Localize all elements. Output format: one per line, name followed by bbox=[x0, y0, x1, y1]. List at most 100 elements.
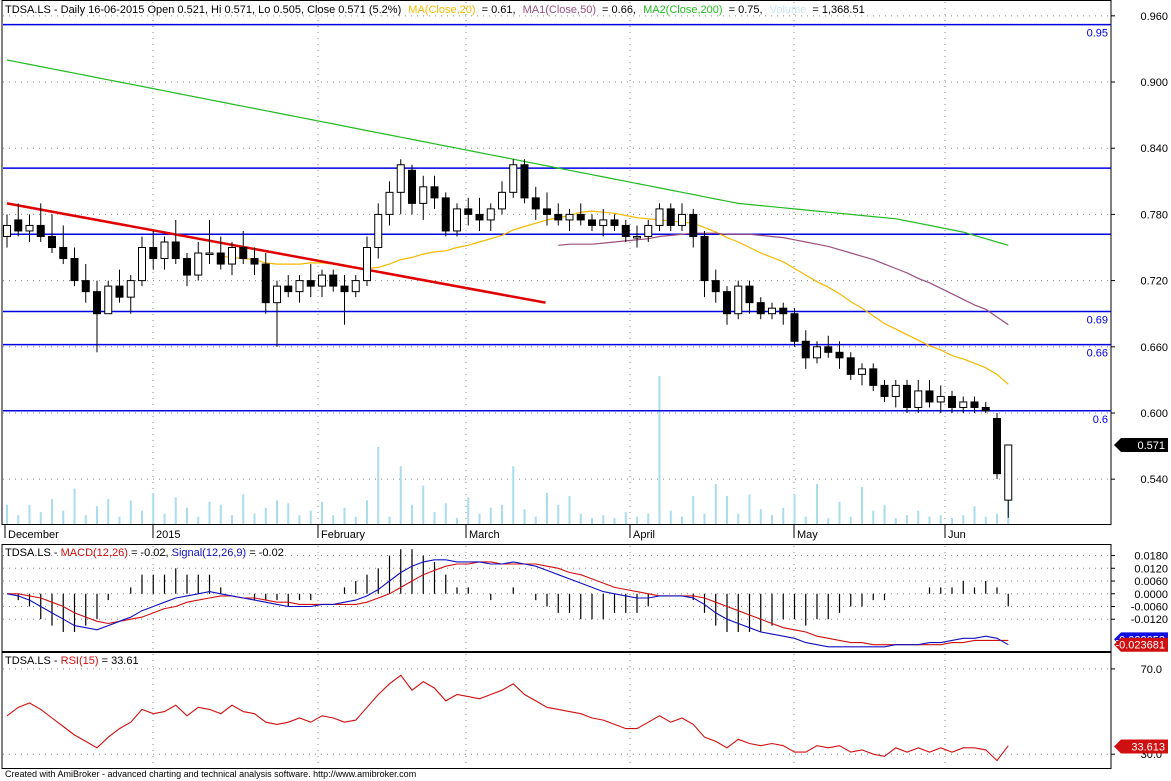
candle-up bbox=[509, 164, 518, 193]
candle-down bbox=[745, 285, 754, 304]
macd-y-tick-label: 0.0000 bbox=[1134, 589, 1168, 601]
candle-up bbox=[104, 285, 113, 315]
candle-down bbox=[846, 357, 855, 375]
candle-down bbox=[261, 263, 270, 304]
rsi-value: = 33.61 bbox=[102, 655, 139, 667]
volume-bars bbox=[6, 376, 1010, 524]
candle-down bbox=[216, 252, 225, 265]
candle-up bbox=[318, 274, 326, 287]
candle-up bbox=[228, 247, 236, 265]
level-label: 0.69 bbox=[1087, 314, 1108, 326]
x-tick-label: April bbox=[633, 529, 655, 541]
candle-down bbox=[284, 285, 293, 293]
macd-y-tick-label: 0.0120 bbox=[1134, 563, 1168, 575]
candle-up bbox=[419, 186, 428, 204]
candle-down bbox=[756, 302, 765, 315]
candle-up bbox=[891, 384, 900, 397]
candle-down bbox=[520, 164, 529, 199]
price-panel-frame bbox=[1, 0, 1112, 525]
ma20-label: MA(Close,20) bbox=[408, 4, 475, 16]
ma200-label: MA2(Close,200) bbox=[643, 4, 722, 16]
macd-y-tick-label: -0.0060 bbox=[1131, 601, 1168, 613]
candle-down bbox=[981, 406, 990, 412]
candle-down bbox=[790, 313, 799, 342]
macd-title-name: TDSA.LS - bbox=[5, 547, 61, 559]
candle-up bbox=[295, 280, 304, 293]
candle-up bbox=[936, 395, 945, 403]
candle-up bbox=[374, 213, 383, 249]
candle-up bbox=[351, 280, 360, 293]
candle-down bbox=[711, 280, 720, 293]
candle-up bbox=[914, 390, 923, 408]
candle-up bbox=[138, 247, 146, 282]
candle-down bbox=[970, 401, 979, 408]
candle-down bbox=[801, 340, 810, 359]
candle-down bbox=[441, 197, 450, 232]
price-y-tick-label: 0.780 bbox=[1140, 209, 1168, 221]
macd-line bbox=[6, 559, 1009, 648]
candle-down bbox=[700, 235, 709, 282]
x-tick-label: Jun bbox=[948, 529, 966, 541]
footer-credit: Created with AmiBroker - advanced charti… bbox=[5, 769, 416, 779]
candle-down bbox=[993, 418, 1001, 475]
last-close-tag bbox=[1114, 437, 1168, 452]
candle-up bbox=[655, 208, 664, 226]
candle-up bbox=[599, 219, 608, 226]
candle-down bbox=[869, 368, 878, 386]
price-title-main: TDSA.LS - Daily 16-06-2015 Open 0.521, H… bbox=[5, 4, 401, 16]
trendline bbox=[6, 202, 546, 304]
axes: 0.960 0.900 0.840 0.780 0.720 0.660 0.600 0.540… bbox=[1111, 11, 1168, 761]
candle-up bbox=[959, 401, 968, 408]
candle-down bbox=[835, 351, 844, 359]
rsi-label: RSI(15) bbox=[61, 655, 99, 667]
level-label: 0.95 bbox=[1087, 28, 1108, 40]
rsi-line bbox=[6, 674, 1009, 762]
price-y-tick-label: 0.600 bbox=[1140, 408, 1168, 420]
x-tick-label: March bbox=[469, 529, 500, 541]
candlesticks bbox=[3, 159, 1013, 518]
candle-down bbox=[588, 219, 596, 226]
candle-up bbox=[453, 208, 461, 232]
x-tick-label: December bbox=[8, 529, 59, 541]
signal-value: = -0.02 bbox=[249, 547, 284, 559]
candle-down bbox=[183, 258, 191, 276]
candle-down bbox=[723, 291, 731, 315]
macd-panel-frame bbox=[1, 544, 1112, 652]
candle-down bbox=[621, 224, 630, 237]
candle-down bbox=[576, 213, 585, 221]
candle-up bbox=[273, 285, 281, 304]
grid bbox=[3, 2, 1111, 768]
rsi-y-tick-label: 70.0 bbox=[1141, 664, 1162, 676]
candle-up bbox=[385, 191, 394, 215]
price-y-tick-label: 0.960 bbox=[1140, 11, 1168, 23]
price-y-tick-label: 0.840 bbox=[1140, 143, 1168, 155]
candle-up bbox=[565, 213, 574, 221]
candle-down bbox=[554, 213, 563, 221]
candle-up bbox=[126, 280, 135, 298]
ma50-value: = 0.66, bbox=[602, 4, 636, 16]
x-tick-label: May bbox=[797, 529, 818, 541]
candle-down bbox=[59, 247, 68, 260]
candle-down bbox=[689, 213, 698, 237]
candle-down bbox=[531, 197, 540, 210]
price-y-tick-label: 0.900 bbox=[1140, 77, 1168, 89]
ma50-line bbox=[558, 232, 1009, 326]
candle-down bbox=[81, 280, 90, 293]
ma50-label: MA1(Close,50) bbox=[523, 4, 596, 16]
rsi-value-tag-label: 33.613 bbox=[1131, 742, 1165, 754]
candle-down bbox=[948, 395, 956, 408]
level-label: 0.66 bbox=[1087, 348, 1108, 360]
candle-down bbox=[610, 219, 619, 226]
candle-down bbox=[408, 169, 416, 204]
candle-up bbox=[160, 241, 169, 260]
ma200-line bbox=[6, 59, 1009, 246]
candle-up bbox=[644, 224, 653, 237]
candle-down bbox=[48, 235, 56, 249]
price-y-tick-label: 0.540 bbox=[1140, 474, 1168, 486]
candle-up bbox=[205, 252, 214, 256]
candle-down bbox=[666, 208, 675, 226]
candle-down bbox=[430, 186, 439, 199]
macd-y-tick-label: -0.0120 bbox=[1131, 614, 1168, 626]
candle-up bbox=[498, 191, 506, 210]
